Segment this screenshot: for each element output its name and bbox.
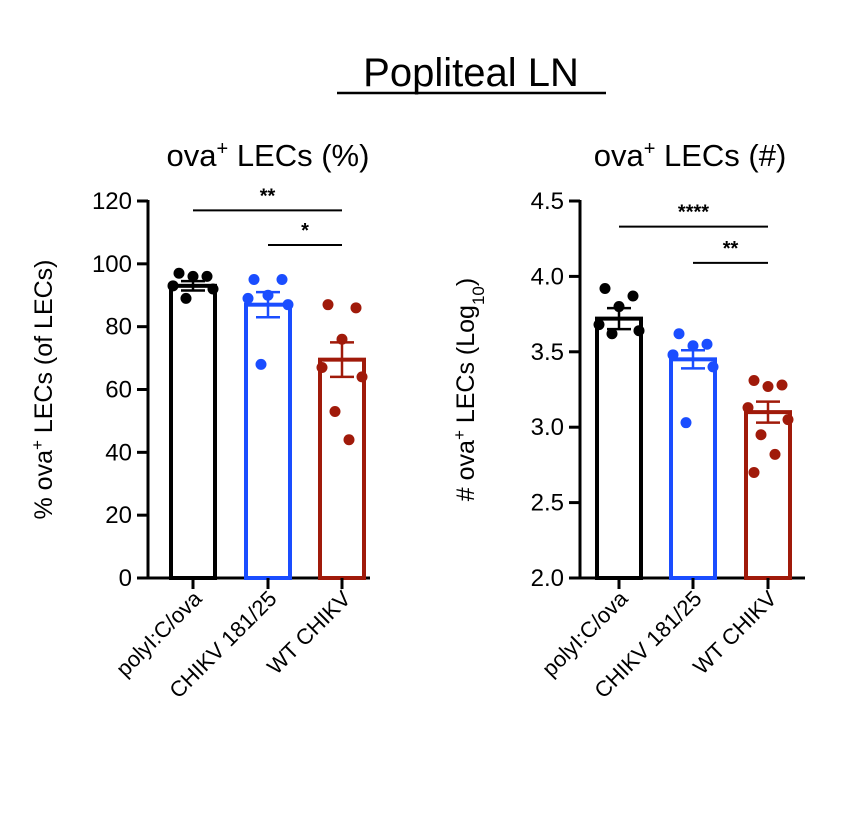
data-point: [350, 302, 362, 314]
panel-count: ova+ LECs (#)# ova+ LECs (Log10)2.02.53.…: [450, 138, 805, 703]
data-point: [755, 429, 767, 441]
y-tick-label: 80: [105, 314, 132, 341]
y-label-pre: % ova: [30, 450, 58, 520]
data-point: [593, 319, 605, 331]
data-point: [633, 325, 645, 337]
data-point: [673, 328, 685, 340]
y-label-rest: LECs (of LECs): [30, 259, 58, 440]
data-point: [316, 362, 328, 374]
significance-label: *: [301, 220, 309, 242]
y-label-rest: LECs (Log: [452, 305, 480, 430]
y-tick-label: 4.5: [531, 188, 564, 215]
bar: [244, 302, 292, 580]
bar: [669, 357, 717, 580]
data-point: [769, 448, 781, 460]
data-point: [201, 270, 213, 282]
data-point: [187, 270, 199, 282]
data-point: [248, 274, 260, 286]
panel-title-rest: LECs (%): [228, 138, 369, 173]
data-point: [707, 361, 719, 373]
panel-title-sup: +: [644, 138, 656, 160]
y-label-sub: 10: [469, 286, 488, 305]
data-point: [680, 417, 692, 429]
panel-title-main: ova: [594, 138, 645, 173]
y-tick-label: 100: [92, 251, 132, 278]
y-tick-label: 4.0: [531, 263, 564, 290]
y-tick-label: 3.5: [531, 339, 564, 366]
panel-title-main: ova: [167, 138, 218, 173]
y-tick-label: 20: [105, 502, 132, 529]
y-tick-label: 60: [105, 377, 132, 404]
data-point: [173, 267, 185, 279]
data-point: [262, 289, 274, 301]
data-point: [742, 402, 754, 414]
data-point: [613, 301, 625, 313]
bar: [595, 316, 643, 580]
significance-label: **: [723, 238, 739, 260]
y-label-sup: +: [450, 430, 469, 440]
data-point: [748, 374, 760, 386]
panel-title: ova+ LECs (#): [594, 138, 787, 173]
data-point: [282, 299, 294, 311]
y-label-sup: +: [28, 440, 47, 450]
y-axis-label: % ova+ LECs (of LECs): [28, 259, 59, 519]
bar: [318, 357, 366, 581]
data-point: [776, 379, 788, 391]
data-point: [748, 466, 760, 478]
y-tick-label: 2.5: [531, 490, 564, 517]
bar: [744, 410, 792, 580]
data-point: [255, 358, 267, 370]
panel-percent: ova+ LECs (%)% ova+ LECs (of LECs)020406…: [28, 138, 370, 703]
data-point: [207, 283, 219, 295]
data-point: [627, 290, 639, 302]
data-point: [667, 349, 679, 361]
data-point: [356, 371, 368, 383]
data-point: [782, 414, 794, 426]
data-point: [180, 292, 192, 304]
y-tick-label: 3.0: [531, 414, 564, 441]
data-point: [322, 299, 334, 311]
panel-title-sup: +: [217, 138, 229, 160]
y-tick-label: 120: [92, 188, 132, 215]
data-point: [167, 280, 179, 292]
bar: [169, 283, 217, 580]
y-tick-label: 2.0: [531, 565, 564, 592]
y-tick-label: 40: [105, 439, 132, 466]
data-point: [606, 328, 618, 340]
data-point: [762, 380, 774, 392]
data-point: [242, 292, 254, 304]
data-point: [343, 434, 355, 446]
data-point: [276, 274, 288, 286]
panel-title: ova+ LECs (%): [167, 138, 370, 173]
data-point: [336, 333, 348, 345]
data-point: [599, 282, 611, 294]
significance-label: ****: [678, 202, 709, 224]
data-point: [687, 340, 699, 352]
data-point: [329, 405, 341, 417]
significance-label: **: [260, 185, 276, 207]
main-title: Popliteal LN: [363, 51, 579, 95]
y-axis-label: # ova+ LECs (Log10): [450, 278, 488, 501]
y-label-end: ): [452, 278, 480, 286]
y-tick-label: 0: [119, 565, 132, 592]
panel-title-rest: LECs (#): [655, 138, 786, 173]
y-label-pre: # ova: [452, 440, 480, 501]
data-point: [701, 338, 713, 350]
